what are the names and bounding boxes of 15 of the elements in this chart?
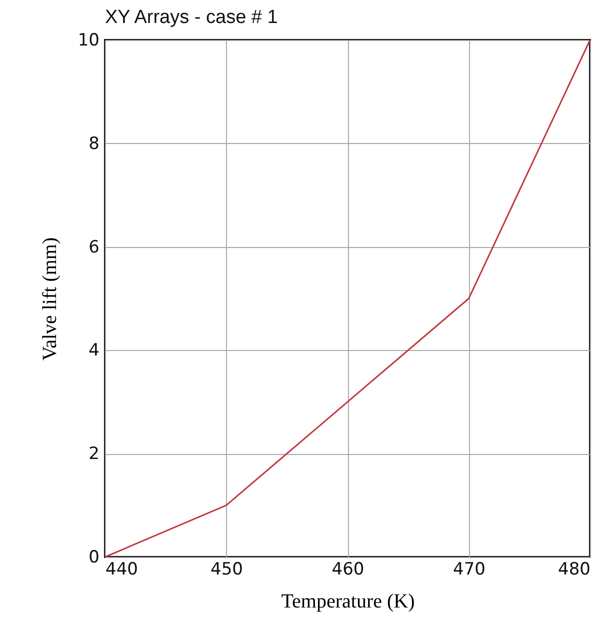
y-tick-label: 0	[88, 548, 100, 568]
y-tick-label: 8	[88, 134, 100, 154]
y-tick-label: 10	[78, 30, 100, 50]
line-series	[104, 39, 591, 558]
y-axis-title: Valve lift (mm)	[38, 237, 61, 361]
y-tick-label: 6	[88, 237, 100, 258]
x-tick-label: 450	[210, 560, 243, 580]
chart-title: XY Arrays - case # 1	[105, 7, 278, 28]
x-axis-title: Temperature (K)	[281, 590, 415, 612]
x-tick-label: 480	[558, 560, 590, 580]
y-tick-label: 4	[88, 340, 100, 361]
y-tick-label: 2	[88, 444, 100, 464]
x-tick-label: 470	[453, 560, 486, 580]
x-tick-label: 460	[332, 560, 364, 580]
x-tick-label: 440	[106, 560, 138, 580]
